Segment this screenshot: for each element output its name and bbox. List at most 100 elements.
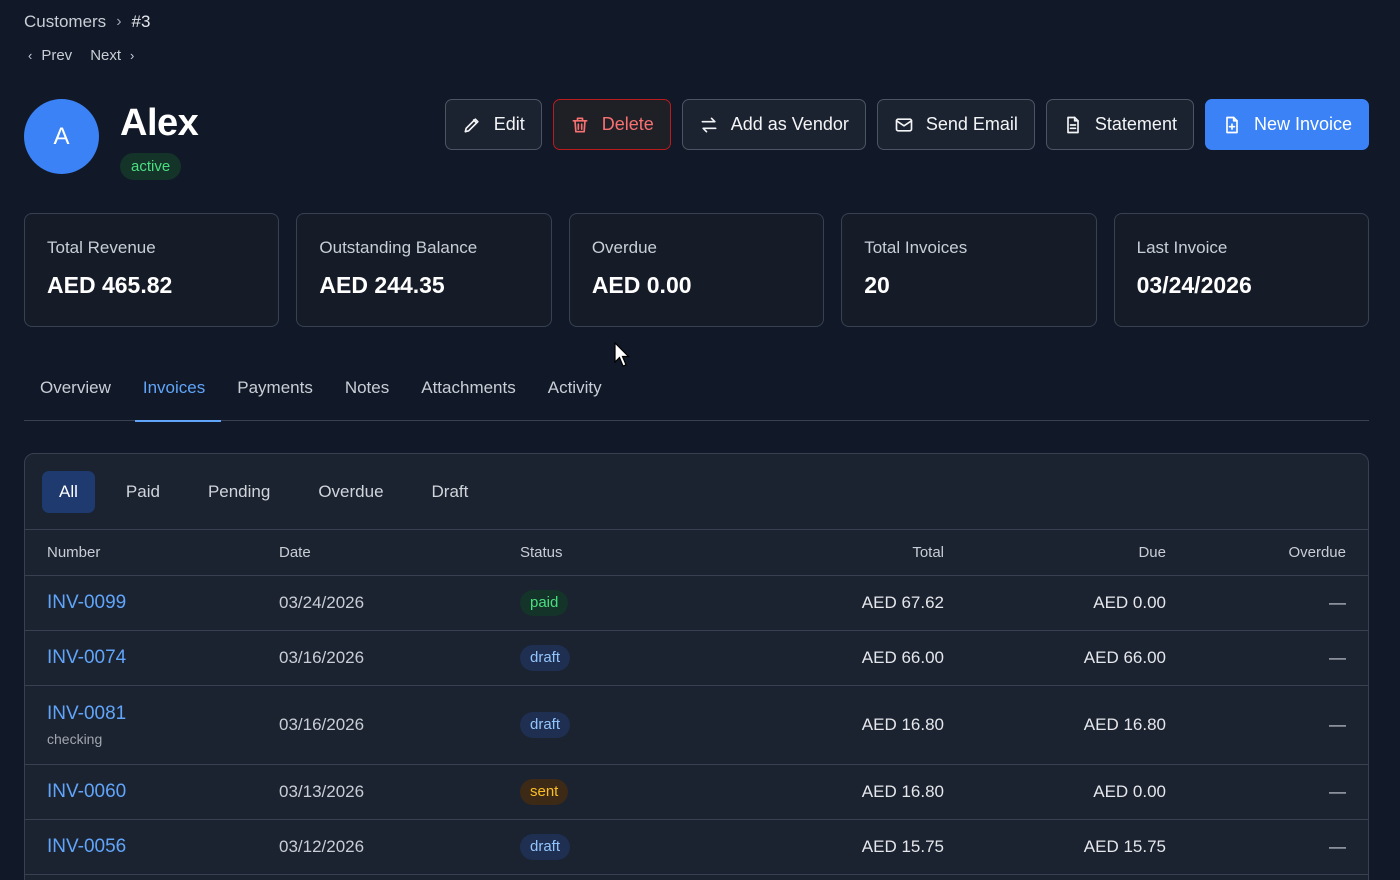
tab-payments[interactable]: Payments (237, 378, 313, 397)
stat-value: AED 465.82 (47, 272, 173, 298)
statement-label: Statement (1094, 114, 1177, 134)
filter-pending[interactable]: Pending (207, 481, 271, 501)
breadcrumb-customers-link[interactable]: Customers (24, 12, 107, 31)
column-header-overdue[interactable]: Overdue (1166, 530, 1368, 576)
invoice-filter-bar: All Paid Pending Overdue Draft (25, 454, 1368, 530)
stat-value: 03/24/2026 (1136, 272, 1252, 298)
stat-last-invoice: Last Invoice 03/24/2026 (1113, 213, 1370, 327)
stat-value: 20 (864, 272, 890, 298)
filter-paid[interactable]: Paid (125, 481, 160, 501)
breadcrumb-current: #3 (131, 12, 151, 31)
invoice-total: AED 66.00 (740, 630, 944, 686)
invoice-total: AED 67.62 (740, 575, 944, 631)
stats-row: Total Revenue AED 465.82 Outstanding Bal… (24, 213, 1370, 327)
status-badge: draft (520, 711, 571, 738)
stat-outstanding-balance: Outstanding Balance AED 244.35 (296, 213, 552, 327)
invoice-date: 03/16/2026 (279, 630, 520, 686)
delete-button[interactable]: Delete (552, 99, 671, 150)
chevron-right-icon: › (130, 48, 135, 63)
invoice-due: AED 66.00 (944, 630, 1166, 686)
statement-button[interactable]: Statement (1045, 99, 1194, 150)
invoices-panel: All Paid Pending Overdue Draft Number Da… (24, 453, 1369, 880)
tab-bar: Overview Invoices Payments Notes Attachm… (24, 370, 1369, 422)
table-row[interactable]: INV-0074 03/16/2026 draft AED 66.00 AED … (25, 630, 1368, 686)
table-row[interactable]: INV-0081 checking 03/16/2026 draft AED 1… (25, 685, 1368, 765)
stat-label: Total Invoices (864, 238, 968, 257)
invoice-number-link[interactable]: INV-0081 (47, 702, 127, 724)
next-button[interactable]: Next › (90, 47, 134, 64)
status-badge: draft (520, 644, 571, 671)
swap-arrows-icon (701, 117, 717, 132)
table-row[interactable]: INV-0099 03/24/2026 paid AED 67.62 AED 0… (25, 575, 1368, 631)
status-badge: active (120, 153, 182, 180)
file-plus-icon (1226, 116, 1238, 133)
filter-all[interactable]: All (42, 470, 95, 513)
new-invoice-button[interactable]: New Invoice (1204, 99, 1369, 150)
invoice-due: AED 0.00 (944, 575, 1166, 631)
send-email-label: Send Email (925, 114, 1018, 134)
tab-attachments[interactable]: Attachments (421, 378, 516, 397)
send-email-button[interactable]: Send Email (876, 99, 1035, 150)
column-header-status[interactable]: Status (520, 530, 740, 576)
column-header-number[interactable]: Number (25, 530, 279, 576)
table-row[interactable]: INV-0056 03/12/2026 draft AED 15.75 AED … (25, 819, 1368, 875)
status-badge: paid (520, 589, 569, 616)
invoice-overdue: — (1166, 685, 1368, 765)
invoice-reference: checking (47, 730, 103, 747)
invoices-table: Number Date Status Total Due Overdue INV… (25, 530, 1368, 875)
stat-label: Total Revenue (47, 238, 156, 257)
chevron-right-icon: › (116, 13, 122, 30)
action-toolbar: Edit Delete Add as Vendor Send Email Sta… (444, 99, 1369, 150)
invoice-overdue: — (1166, 575, 1368, 631)
column-header-date[interactable]: Date (279, 530, 520, 576)
filter-draft[interactable]: Draft (431, 481, 469, 501)
mouse-cursor-icon (614, 342, 630, 367)
stat-value: AED 0.00 (591, 272, 692, 298)
edit-label: Edit (493, 114, 525, 134)
page-title: Alex (120, 102, 199, 144)
status-badge: sent (520, 778, 569, 805)
add-as-vendor-label: Add as Vendor (730, 114, 849, 134)
invoice-number-link[interactable]: INV-0060 (47, 780, 127, 802)
chevron-left-icon: ‹ (28, 48, 33, 63)
stat-label: Outstanding Balance (319, 238, 478, 257)
delete-label: Delete (601, 114, 654, 134)
new-invoice-label: New Invoice (1253, 114, 1352, 134)
invoice-total: AED 16.80 (740, 685, 944, 765)
tab-activity[interactable]: Activity (547, 378, 602, 397)
stat-value: AED 244.35 (319, 272, 445, 298)
breadcrumb: Customers › #3 (24, 12, 150, 32)
invoice-number-link[interactable]: INV-0056 (47, 835, 127, 857)
column-header-total[interactable]: Total (740, 530, 944, 576)
mail-icon (895, 117, 913, 132)
document-icon (1067, 116, 1079, 133)
record-pager: ‹ Prev Next › (28, 47, 134, 64)
invoice-overdue: — (1166, 764, 1368, 820)
invoice-total: AED 15.75 (740, 819, 944, 875)
invoice-overdue: — (1166, 630, 1368, 686)
tab-overview[interactable]: Overview (40, 378, 111, 397)
pencil-icon (464, 117, 479, 132)
invoice-due: AED 15.75 (944, 819, 1166, 875)
table-header-row: Number Date Status Total Due Overdue (25, 530, 1368, 576)
filter-overdue[interactable]: Overdue (318, 481, 384, 501)
add-as-vendor-button[interactable]: Add as Vendor (681, 99, 866, 150)
invoice-due: AED 16.80 (944, 685, 1166, 765)
invoice-number-link[interactable]: INV-0099 (47, 591, 127, 613)
invoice-date: 03/12/2026 (279, 819, 520, 875)
status-badge: draft (520, 833, 571, 860)
invoice-due: AED 0.00 (944, 764, 1166, 820)
tab-invoices[interactable]: Invoices (127, 370, 222, 422)
table-row[interactable]: INV-0060 03/13/2026 sent AED 16.80 AED 0… (25, 764, 1368, 820)
avatar: A (24, 99, 99, 174)
stat-label: Last Invoice (1136, 238, 1228, 257)
stat-label: Overdue (591, 238, 658, 257)
prev-button[interactable]: ‹ Prev (28, 47, 72, 64)
tab-notes[interactable]: Notes (344, 378, 390, 397)
column-header-due[interactable]: Due (944, 530, 1166, 576)
invoice-number-link[interactable]: INV-0074 (47, 646, 127, 668)
edit-button[interactable]: Edit (444, 99, 542, 150)
stat-overdue: Overdue AED 0.00 (568, 213, 825, 327)
prev-label: Prev (41, 47, 73, 64)
